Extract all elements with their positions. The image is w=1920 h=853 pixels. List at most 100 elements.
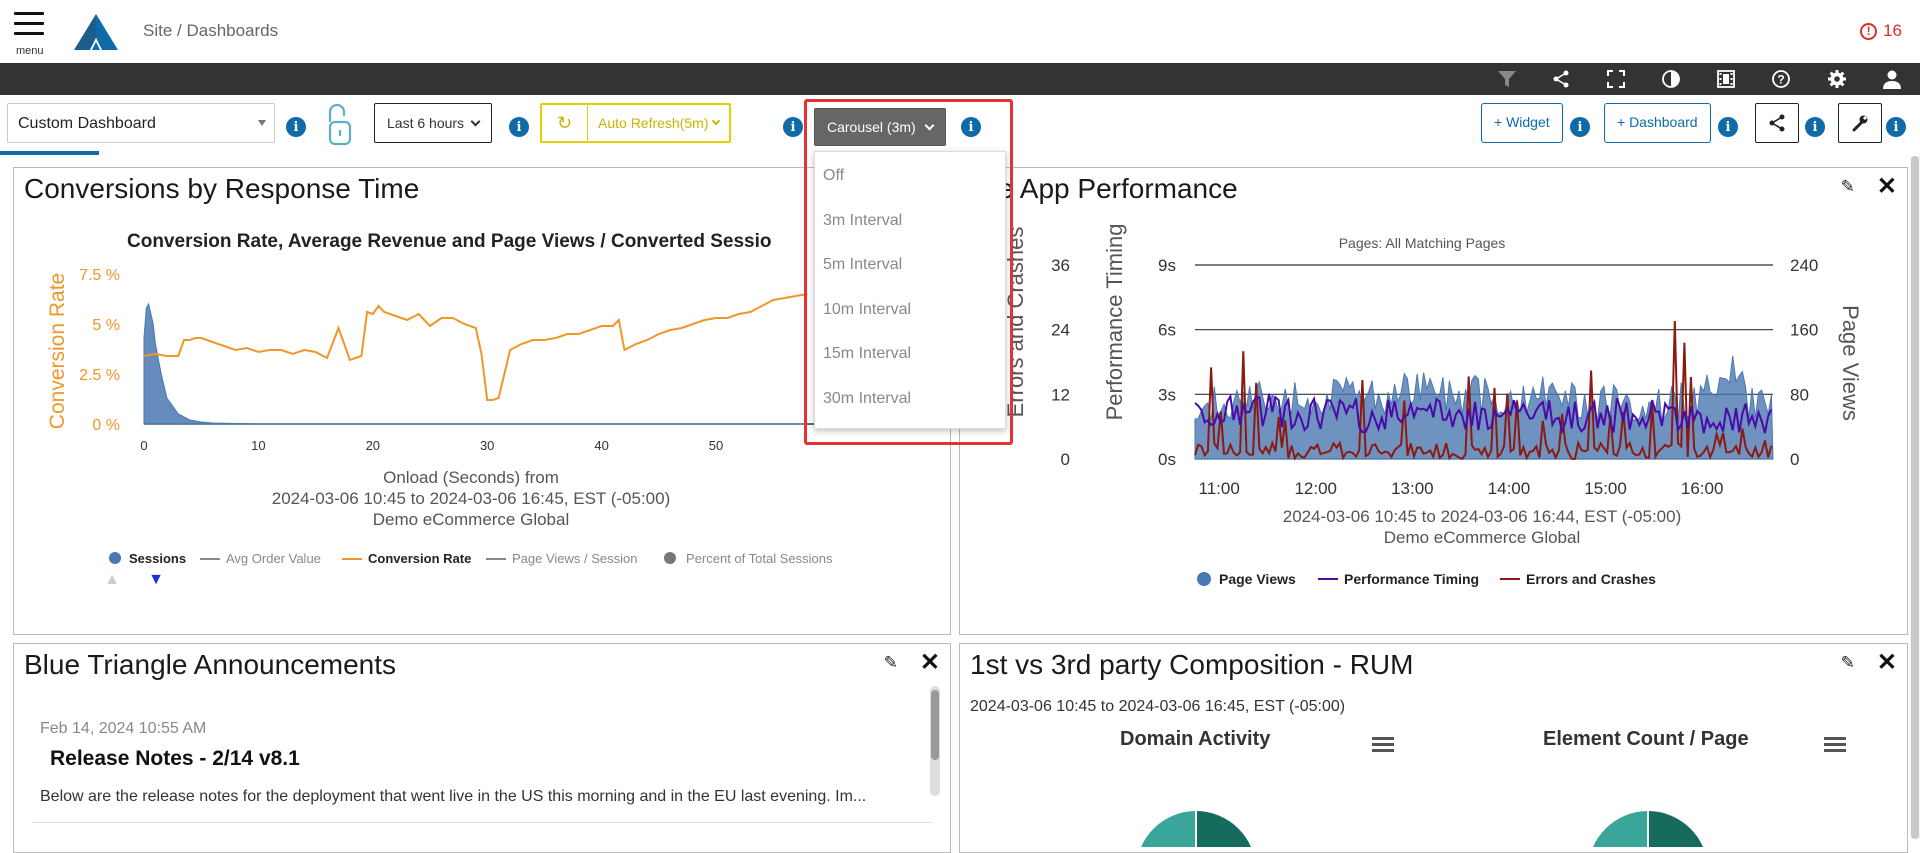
contrast-icon[interactable] [1659,68,1683,90]
film-icon[interactable] [1714,68,1738,90]
y-tick-label: 240 [1790,256,1818,275]
widget-tools: ✎ ✕ [1840,649,1897,676]
info-icon[interactable]: i [286,117,306,137]
info-icon[interactable]: i [961,117,981,137]
announcement-body: Below are the release notes for the depl… [40,788,867,805]
add-widget-button[interactable]: + Widget [1481,103,1563,143]
menu-icon-bar [14,32,44,35]
scrollbar-thumb[interactable] [931,690,939,760]
widget-title: tive App Performance [970,173,1238,204]
y-tick-label: 80 [1790,385,1809,404]
menu-button[interactable]: menu [14,12,46,57]
chart-legend: Sessions Avg Order Value Conversion Rate… [14,551,950,580]
element-count-pie [1593,811,1703,847]
info-icon[interactable]: i [1805,117,1825,137]
auto-refresh-button[interactable]: Auto Refresh(5m) [588,105,729,141]
legend-page-down-icon: ▼ [148,571,164,588]
legend-page-up-icon: ▲ [104,571,120,588]
info-icon[interactable]: i [509,117,529,137]
close-widget-icon[interactable]: ✕ [1876,173,1897,200]
menu-icon-bar [14,22,44,25]
settings-icon[interactable] [1825,68,1849,90]
refresh-icon[interactable]: ↻ [542,105,588,141]
help-icon[interactable]: ? [1769,68,1793,90]
widget-title: Blue Triangle Announcements [24,649,397,680]
legend-item: Errors and Crashes [1526,571,1656,587]
sessions-area [143,302,808,425]
x-tick-label: 15:00 [1584,479,1627,498]
info-icon[interactable]: i [1570,117,1590,137]
carousel-option[interactable]: 10m Interval [823,300,912,318]
carousel-option[interactable]: Off [823,167,845,185]
filter-icon[interactable] [1495,68,1519,90]
x-tick-label: 30 [480,438,494,453]
chart-title: Conversion Rate, Average Revenue and Pag… [127,231,771,252]
page-scrollbar[interactable] [1910,156,1920,839]
scrollbar-thumb[interactable] [1911,156,1919,839]
errors-line [1194,320,1773,461]
chart-menu-icon[interactable] [1824,736,1846,754]
divider [32,822,932,823]
announcements-scrollbar[interactable] [930,686,940,796]
x-tick-label: 50 [709,438,723,453]
carousel-label: Carousel (3m) [827,119,916,135]
domain-activity-pie [1141,811,1251,847]
carousel-option[interactable]: 5m Interval [823,256,903,274]
y-tick-label: 0s [1158,450,1176,469]
close-widget-icon[interactable]: ✕ [1876,649,1897,676]
x-tick-label: 10 [251,438,265,453]
alert-count: 16 [1883,21,1902,40]
share-dashboard-button[interactable] [1755,103,1799,143]
y-tick-label: 2.5 % [79,367,120,384]
carousel-button[interactable]: Carousel (3m) [814,108,946,146]
y-tick-label: 12 [1051,385,1070,404]
edit-widget-icon[interactable]: ✎ [883,653,898,672]
x-tick-label: 11:00 [1199,479,1240,498]
dashboard-select-value: Custom Dashboard [18,115,156,132]
share-icon [1769,114,1785,132]
y-axis-label-errors: Errors and Crashes [1003,227,1028,418]
info-icon[interactable]: i [1886,117,1906,137]
performance-timing-line [1194,393,1773,435]
carousel-option[interactable]: 3m Interval [823,211,903,229]
y-tick-label: 5 % [92,317,120,334]
add-dashboard-button[interactable]: + Dashboard [1604,103,1711,143]
y-tick-label: 0 [1790,450,1799,469]
announcements-widget: Blue Triangle Announcements ✎ ✕ Feb 14, … [13,643,951,853]
breadcrumb[interactable]: Site / Dashboards [143,21,279,40]
share-icon[interactable] [1549,68,1573,90]
composition-date-range: 2024-03-06 10:45 to 2024-03-06 16:45, ES… [970,698,1346,715]
carousel-option[interactable]: 30m Interval [823,389,912,407]
global-toolbar: ? [0,63,1920,95]
edit-widget-icon[interactable]: ✎ [1840,177,1855,196]
x-tick-label: 13:00 [1391,479,1434,498]
time-range-button[interactable]: Last 6 hours [374,103,493,143]
edit-dashboard-button[interactable] [1838,103,1882,143]
y-axis-label-pageviews: Page Views [1838,305,1863,421]
y-tick-label: 0 [1061,450,1070,469]
info-icon[interactable]: i [783,117,803,137]
fullscreen-icon[interactable] [1604,68,1628,90]
alerts-indicator[interactable]: ! 16 [1860,21,1902,41]
close-widget-icon[interactable]: ✕ [919,649,940,676]
legend-sessions-marker [109,552,121,564]
edit-widget-icon[interactable]: ✎ [1840,653,1855,672]
y-tick-label: 6s [1158,321,1176,340]
info-icon[interactable]: i [1718,117,1738,137]
menu-label: menu [16,45,44,57]
chart-menu-icon[interactable] [1372,736,1394,754]
user-icon[interactable] [1880,68,1904,90]
top-nav: menu Site / Dashboards ! 16 [0,0,1920,63]
widget-title: Conversions by Response Time [24,173,420,204]
y-tick-label: 9s [1158,256,1176,275]
x-tick-label: 12:00 [1294,479,1337,498]
x-axis-label: Demo eCommerce Global [373,510,570,529]
dashboard-select[interactable]: Custom Dashboard [7,103,275,143]
unlock-icon[interactable] [324,102,356,151]
carousel-option[interactable]: 15m Interval [823,345,912,363]
x-axis-label: 2024-03-06 10:45 to 2024-03-06 16:45, ES… [272,489,671,508]
y-tick-label: 0 % [92,417,120,434]
announcement-headline[interactable]: Release Notes - 2/14 v8.1 [50,747,300,770]
time-range-label: Last 6 hours [387,115,465,131]
blue-triangle-logo[interactable] [72,12,120,57]
